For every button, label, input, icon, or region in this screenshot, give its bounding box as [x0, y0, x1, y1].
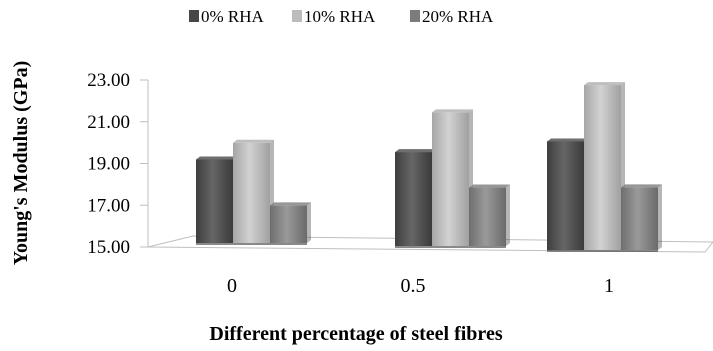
bar-shadow	[233, 243, 270, 245]
x-categories: 0 0.5 1	[227, 275, 614, 297]
bar-side	[307, 202, 311, 243]
bar-shadow	[547, 250, 584, 252]
legend-entry: 10% RHA	[292, 7, 376, 26]
bar	[196, 156, 237, 245]
legend-entry: 0% RHA	[189, 7, 265, 26]
y-ticks: 15.00 17.00 19.00 21.00 23.00	[87, 70, 148, 258]
bar-shadow	[395, 246, 432, 248]
y-tick-label: 23.00	[87, 70, 130, 91]
bar-side	[658, 184, 662, 250]
bar	[270, 202, 311, 245]
bar-face	[196, 159, 233, 243]
bar-top	[584, 82, 625, 86]
bars	[196, 82, 662, 252]
bar-top	[469, 184, 510, 188]
legend: 0% RHA 10% RHA 20% RHA	[189, 7, 494, 26]
bar	[469, 184, 510, 248]
bar	[395, 149, 436, 248]
bar-top	[547, 138, 588, 142]
y-tick-label: 17.00	[87, 195, 130, 216]
bar-top	[395, 149, 436, 153]
bar-shadow	[621, 250, 658, 252]
x-axis-title: Different percentage of steel fibres	[209, 323, 502, 345]
bar-top	[233, 139, 274, 143]
bar-shadow	[469, 246, 506, 248]
bar-shadow	[584, 250, 621, 252]
legend-label: 10% RHA	[304, 7, 376, 26]
legend-label: 20% RHA	[422, 7, 494, 26]
bar-side	[506, 184, 510, 246]
bar-face	[584, 85, 621, 251]
legend-entry: 20% RHA	[410, 7, 494, 26]
bar-top	[270, 202, 311, 206]
bar-face	[432, 112, 469, 247]
bar	[432, 109, 473, 248]
y-tick-label: 21.00	[87, 112, 130, 133]
x-category-label: 0.5	[401, 275, 426, 297]
bar-shadow	[432, 246, 469, 248]
bar-top	[196, 156, 237, 160]
bar-shadow	[196, 243, 233, 245]
legend-swatch	[292, 10, 302, 22]
legend-swatch	[189, 10, 199, 22]
bar	[621, 184, 662, 252]
bar-top	[432, 109, 473, 113]
bar-face	[270, 205, 307, 243]
bar-shadow	[270, 243, 307, 245]
bar	[584, 82, 625, 252]
floor-plane	[147, 235, 713, 253]
bar-top	[621, 184, 662, 188]
bar	[547, 138, 588, 252]
legend-swatch	[410, 10, 420, 22]
bar-face	[547, 141, 584, 250]
bar	[233, 139, 274, 245]
y-tick-label: 15.00	[87, 237, 130, 258]
bar-face	[233, 142, 270, 243]
bar-face	[621, 187, 658, 250]
bar-face	[395, 152, 432, 246]
x-category-label: 1	[604, 275, 614, 297]
legend-label: 0% RHA	[201, 7, 265, 26]
bar-face	[469, 187, 506, 246]
y-tick-label: 19.00	[87, 154, 130, 175]
y-axis-title: Young's Modulus (GPa)	[10, 61, 32, 266]
x-category-label: 0	[227, 275, 237, 297]
